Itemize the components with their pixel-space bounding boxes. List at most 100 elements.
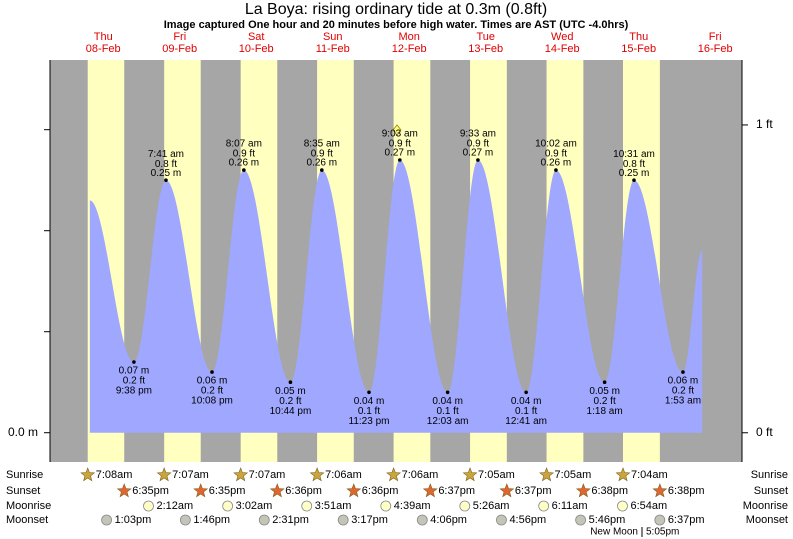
sunrise-time: 7:04am bbox=[631, 469, 668, 481]
extreme-point bbox=[445, 390, 450, 395]
sunset-time: 6:36pm bbox=[285, 485, 322, 497]
moonset-icon bbox=[496, 514, 507, 526]
moonrise-icon bbox=[538, 500, 550, 512]
day-name: Sat bbox=[248, 31, 265, 43]
sunset-icon bbox=[193, 483, 209, 498]
day-name: Thu bbox=[629, 31, 648, 43]
y2-tick-label: 0 ft bbox=[756, 425, 773, 439]
moonrise-icon bbox=[380, 500, 392, 512]
moonset-icon bbox=[337, 514, 349, 526]
tide-area bbox=[89, 159, 703, 433]
value-label: 0.27 m bbox=[463, 148, 494, 159]
moonset-icon bbox=[575, 514, 587, 526]
ft-label: 0.1 ft bbox=[515, 406, 537, 417]
extreme-point bbox=[632, 178, 636, 182]
value-label: 0.04 m bbox=[432, 396, 463, 407]
sunrise-time: 7:05am bbox=[478, 469, 515, 481]
time-label: 10:31 am bbox=[613, 149, 655, 160]
sunset-time: 6:37pm bbox=[515, 485, 552, 497]
capture-marker bbox=[392, 124, 402, 136]
sunrise-time: 7:06am bbox=[402, 469, 439, 481]
row-label: Sunrise bbox=[6, 469, 43, 481]
day-date: 16-Feb bbox=[698, 43, 733, 55]
sunrise-icon bbox=[462, 467, 478, 482]
sunrise-time: 7:07am bbox=[249, 469, 286, 481]
moonset-time: 4:56pm bbox=[509, 514, 546, 526]
moonrise-time: 2:12am bbox=[156, 500, 193, 512]
extreme-point bbox=[476, 158, 480, 162]
row-label: Moonset bbox=[6, 514, 48, 526]
row-label: Moonrise bbox=[743, 500, 788, 512]
extreme-point bbox=[554, 168, 558, 172]
sunrise-time: 7:08am bbox=[96, 469, 133, 481]
sunset-time: 6:36pm bbox=[362, 485, 399, 497]
row-label: Sunset bbox=[6, 485, 40, 497]
day-date: 11-Feb bbox=[316, 43, 350, 55]
sunset-icon bbox=[116, 483, 132, 498]
sunrise-time: 7:05am bbox=[555, 469, 592, 481]
time-label: 1:53 am bbox=[665, 396, 701, 407]
day-name: Tue bbox=[476, 31, 495, 43]
day-date: 13-Feb bbox=[468, 43, 503, 55]
extreme-point bbox=[320, 168, 324, 172]
day-date: 08-Feb bbox=[86, 43, 121, 55]
moonset-time: 1:46pm bbox=[193, 514, 230, 526]
sunset-icon bbox=[575, 483, 591, 498]
moonrise-time: 3:02am bbox=[236, 500, 273, 512]
ft-label: 0.9 ft bbox=[389, 139, 411, 150]
time-label: 10:02 am bbox=[535, 139, 577, 150]
sunset-icon bbox=[422, 483, 438, 498]
sunset-icon bbox=[269, 483, 285, 498]
ft-label: 0.9 ft bbox=[233, 149, 255, 160]
day-name: Fri bbox=[173, 31, 186, 43]
row-label: Sunrise bbox=[751, 469, 788, 481]
ft-label: 0.8 ft bbox=[623, 159, 645, 170]
moonrise-time: 5:26am bbox=[473, 500, 510, 512]
ft-label: 0.9 ft bbox=[311, 149, 333, 160]
extreme-point bbox=[367, 390, 371, 395]
sunrise-time: 7:07am bbox=[172, 469, 209, 481]
sunset-time: 6:35pm bbox=[209, 485, 246, 497]
sunset-time: 6:35pm bbox=[132, 485, 169, 497]
ft-label: 0.2 ft bbox=[672, 386, 694, 397]
value-label: 0.25 m bbox=[151, 168, 182, 179]
moonset-time: 4:06pm bbox=[430, 514, 467, 526]
ft-label: 0.9 ft bbox=[467, 139, 489, 150]
value-label: 0.07 m bbox=[119, 366, 150, 377]
extreme-point bbox=[398, 158, 402, 162]
value-label: 0.05 m bbox=[275, 386, 306, 397]
sunrise-icon bbox=[539, 467, 555, 482]
value-label: 0.06 m bbox=[197, 376, 228, 387]
time-label: 9:38 pm bbox=[116, 386, 152, 397]
day-name: Sun bbox=[323, 31, 343, 43]
ft-label: 0.2 ft bbox=[593, 396, 615, 407]
extreme-point bbox=[288, 380, 293, 385]
ft-label: 0.2 ft bbox=[279, 396, 301, 407]
moonrise-time: 3:51am bbox=[315, 500, 352, 512]
value-label: 0.26 m bbox=[541, 158, 572, 169]
value-label: 0.26 m bbox=[307, 158, 338, 169]
plot bbox=[89, 159, 703, 433]
time-label: 9:03 am bbox=[382, 129, 418, 140]
sunset-icon bbox=[652, 483, 668, 498]
value-label: 0.05 m bbox=[589, 386, 620, 397]
extreme-point bbox=[602, 380, 607, 385]
extreme-point bbox=[681, 370, 685, 374]
time-label: 8:35 am bbox=[304, 139, 340, 150]
chart-title: La Boya: rising ordinary tide at 0.3m (0… bbox=[245, 1, 547, 18]
moonrise-icon bbox=[617, 500, 628, 512]
sunset-icon bbox=[346, 483, 362, 498]
value-label: 0.26 m bbox=[229, 158, 260, 169]
value-label: 0.27 m bbox=[385, 148, 416, 159]
extreme-point bbox=[524, 390, 528, 395]
moonset-time: 5:46pm bbox=[589, 514, 626, 526]
chart-subtitle: Image captured One hour and 20 minutes b… bbox=[164, 19, 629, 31]
moonset-icon bbox=[101, 514, 112, 526]
moon-phase: New Moon bbox=[590, 527, 638, 538]
moonrise-time: 6:54am bbox=[630, 500, 667, 512]
extreme-point bbox=[132, 360, 136, 364]
sunset-time: 6:38pm bbox=[668, 485, 705, 497]
time-label: 10:08 pm bbox=[191, 396, 233, 407]
